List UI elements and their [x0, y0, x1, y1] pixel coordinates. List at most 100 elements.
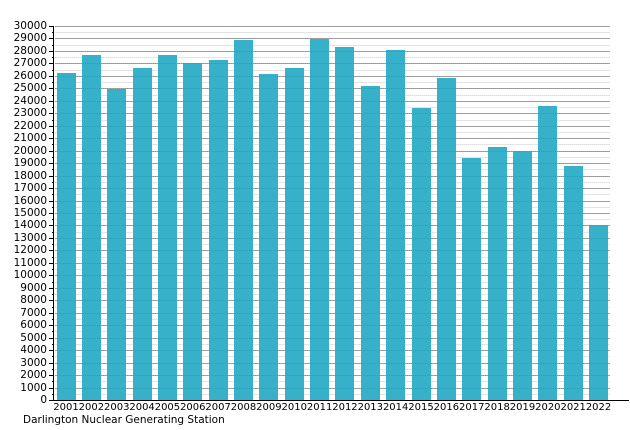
- y-tick-label-4000: 4000: [20, 344, 47, 357]
- gridline-minor: [55, 231, 610, 233]
- gridline-dotted-overlay: [55, 175, 610, 177]
- y-tick-major: [49, 26, 54, 27]
- x-tick-label-2004: 2004: [129, 402, 155, 413]
- y-tick-label-19000: 19000: [13, 157, 47, 170]
- gridline-minor: [55, 107, 610, 109]
- y-tick-minor: [51, 294, 54, 296]
- x-tick-label-2012: 2012: [332, 402, 358, 413]
- y-tick-minor: [51, 306, 54, 308]
- x-tick-label-2013: 2013: [357, 402, 384, 413]
- y-tick-minor: [51, 318, 54, 320]
- bar-2022: [589, 224, 609, 400]
- gridline-major: [55, 175, 610, 177]
- gridline-major: [55, 262, 610, 264]
- x-tick-label-2001: 2001: [53, 402, 79, 413]
- gridline-major: [55, 50, 610, 52]
- x-tick-label-2011: 2011: [306, 402, 333, 413]
- y-tick-major: [49, 175, 54, 177]
- gridline-dotted-overlay: [55, 375, 610, 377]
- gridline-minor: [55, 381, 610, 383]
- gridline-minor: [55, 69, 610, 71]
- y-tick-label-11000: 11000: [13, 256, 47, 269]
- bar-2019: [512, 151, 532, 400]
- gridline-major: [55, 88, 610, 90]
- y-tick-minor: [51, 219, 54, 221]
- bar-2016: [436, 77, 456, 400]
- y-tick-label-5000: 5000: [20, 331, 47, 344]
- gridline-dotted-overlay: [55, 387, 610, 389]
- y-tick-label-10000: 10000: [13, 269, 47, 282]
- gridline-minor: [55, 356, 610, 358]
- bar-2020: [538, 106, 558, 400]
- y-tick-label-20000: 20000: [13, 144, 47, 157]
- x-tick-label-2021: 2021: [560, 402, 586, 413]
- x-tick-label-2016: 2016: [433, 402, 460, 413]
- y-tick-minor: [51, 181, 54, 183]
- gridline-dotted-overlay: [55, 262, 610, 264]
- y-tick-major: [49, 75, 54, 77]
- x-axis-line: [53, 400, 629, 401]
- y-tick-major: [49, 300, 54, 302]
- gridline-dotted-overlay: [55, 113, 610, 115]
- gridline-major: [55, 38, 610, 40]
- gridline-minor: [55, 32, 610, 34]
- bar-2008: [234, 39, 254, 400]
- y-tick-major: [49, 225, 54, 227]
- gridline-dotted-overlay: [55, 50, 610, 52]
- y-tick-label-26000: 26000: [13, 69, 47, 82]
- gridline-dotted-overlay: [55, 213, 610, 214]
- y-tick-minor: [51, 82, 54, 84]
- y-tick-minor: [51, 356, 54, 358]
- gridline-dotted-overlay: [55, 188, 610, 190]
- gridline-dotted-overlay: [55, 250, 610, 252]
- y-tick-minor: [51, 206, 54, 208]
- y-tick-major: [49, 188, 54, 190]
- bar-2004: [132, 68, 152, 400]
- y-tick-minor: [51, 69, 54, 71]
- x-tick-label-2009: 2009: [256, 402, 282, 413]
- y-tick-minor: [51, 331, 54, 333]
- y-tick-label-7000: 7000: [20, 306, 47, 319]
- y-tick-label-14000: 14000: [13, 219, 47, 232]
- gridline-dotted-overlay: [55, 38, 610, 40]
- y-tick-label-16000: 16000: [13, 194, 47, 207]
- y-tick-minor: [51, 269, 54, 271]
- x-tick-label-2022: 2022: [585, 402, 612, 413]
- gridline-major: [55, 75, 610, 77]
- gridline-major: [55, 387, 610, 389]
- y-tick-label-15000: 15000: [13, 207, 47, 219]
- gridline-minor: [55, 343, 610, 345]
- gridline-major: [55, 337, 610, 339]
- y-tick-label-30000: 30000: [13, 20, 47, 32]
- y-tick-major: [49, 312, 54, 314]
- y-tick-minor: [51, 256, 54, 258]
- y-tick-label-3000: 3000: [20, 356, 47, 369]
- bar-2011: [310, 39, 330, 400]
- gridline-major: [55, 375, 610, 377]
- y-tick-label-22000: 22000: [13, 119, 47, 132]
- y-tick-label-18000: 18000: [13, 169, 47, 182]
- x-tick-label-2007: 2007: [205, 402, 231, 413]
- bar-2018: [487, 146, 507, 400]
- gridline-major: [55, 237, 610, 239]
- gridline-minor: [55, 256, 610, 258]
- gridline-dotted-overlay: [55, 26, 610, 27]
- gridline-major: [55, 213, 610, 214]
- gridline-major: [55, 312, 610, 314]
- y-tick-label-9000: 9000: [20, 281, 47, 294]
- y-tick-minor: [51, 381, 54, 383]
- gridline-minor: [55, 244, 610, 246]
- y-tick-major: [49, 250, 54, 252]
- y-tick-label-25000: 25000: [13, 82, 47, 95]
- gridline-minor: [55, 306, 610, 308]
- chart-caption: Darlington Nuclear Generating Station: [23, 414, 225, 426]
- y-tick-label-12000: 12000: [13, 244, 47, 257]
- bar-2015: [411, 108, 431, 400]
- gridline-dotted-overlay: [55, 337, 610, 339]
- gridline-minor: [55, 156, 610, 158]
- y-tick-label-27000: 27000: [13, 57, 47, 70]
- y-tick-major: [49, 125, 54, 127]
- y-tick-label-17000: 17000: [13, 182, 47, 195]
- y-tick-label-1000: 1000: [20, 381, 47, 394]
